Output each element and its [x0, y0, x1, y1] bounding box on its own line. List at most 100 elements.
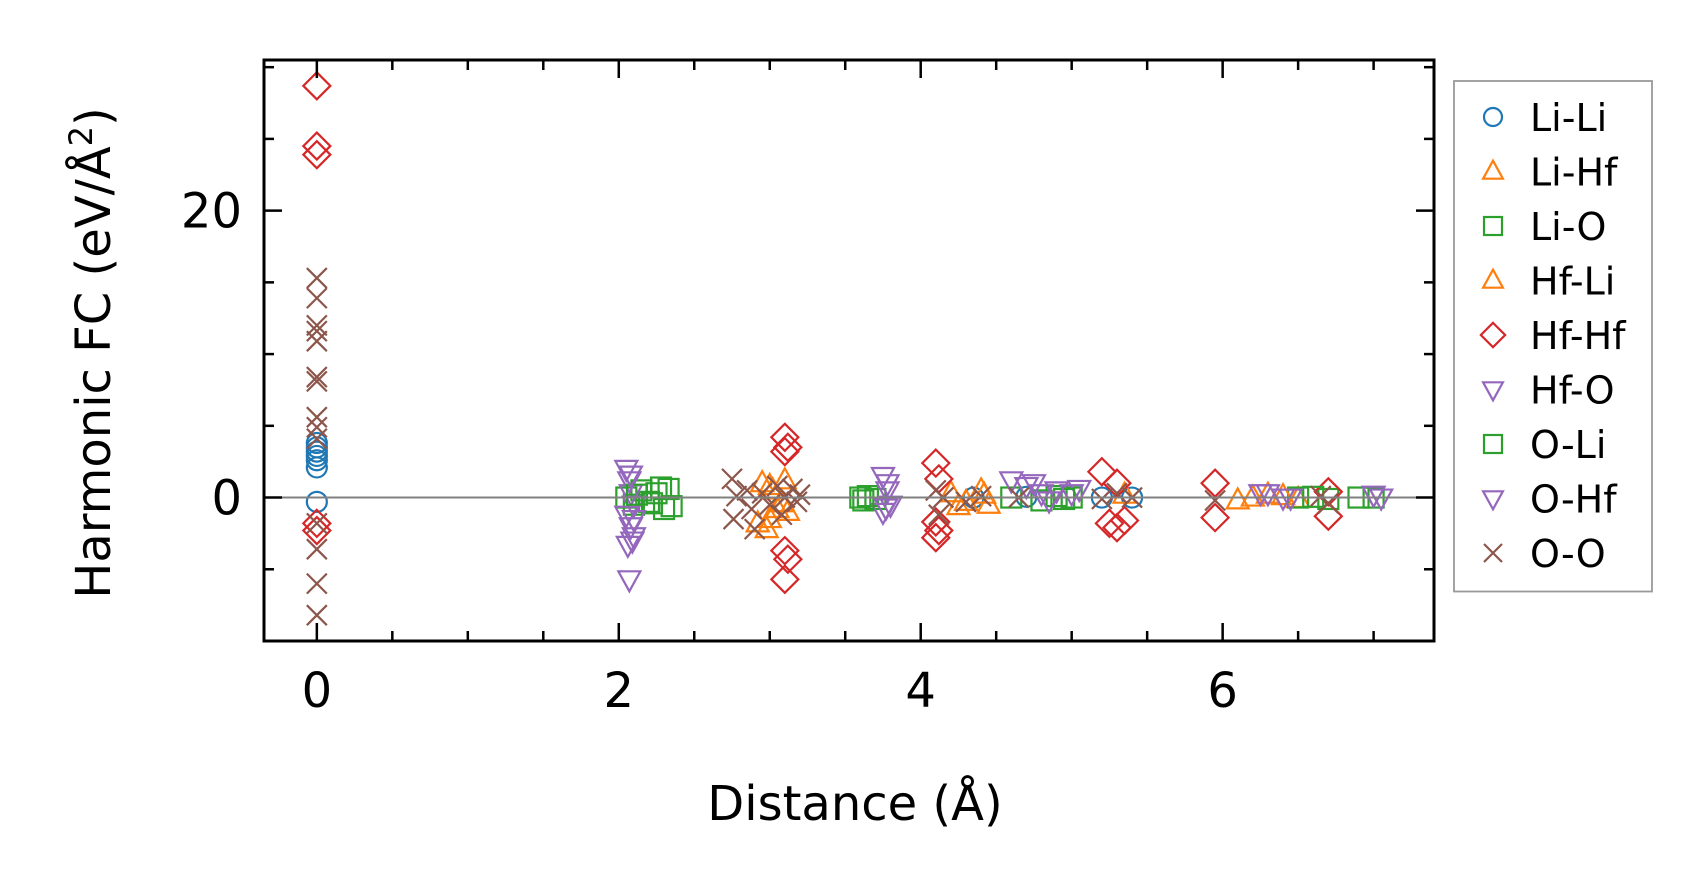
legend-label: Li-Hf: [1530, 151, 1619, 195]
legend-label: O-O: [1530, 532, 1606, 576]
data-point: [306, 427, 328, 450]
legend-item: O-Li: [1482, 423, 1606, 467]
y-tick-label: 20: [181, 184, 242, 240]
y-tick-label: 0: [211, 471, 242, 527]
data-point: [1036, 491, 1062, 515]
data-point: [1094, 508, 1125, 539]
data-point: [920, 448, 951, 479]
data-points-layer: [301, 70, 1395, 626]
data-point: [306, 287, 328, 309]
data-point: [874, 474, 901, 498]
data-point: [1277, 488, 1304, 512]
legend-item: Li-O: [1482, 205, 1606, 249]
data-point: [1101, 512, 1133, 543]
data-point: [625, 483, 648, 506]
data-point: [938, 478, 964, 503]
plot-frame: [262, 58, 1436, 643]
data-point: [1200, 468, 1231, 499]
legend-label: Li-Li: [1530, 96, 1607, 140]
legend-item: Li-Li: [1482, 96, 1607, 140]
data-point: [769, 422, 800, 453]
legend-label: Li-O: [1530, 205, 1606, 249]
y-axis-label-main: Harmonic FC (eV/Å: [65, 146, 122, 599]
data-point: [1239, 483, 1266, 507]
data-point: [306, 314, 328, 337]
data-point: [874, 481, 901, 505]
data-point: [1200, 502, 1231, 533]
data-point: [852, 489, 875, 512]
x-tick-label: 6: [1207, 663, 1238, 719]
legend-marker: [1482, 106, 1504, 128]
legend-marker: [1479, 321, 1507, 349]
data-point: [1368, 488, 1395, 512]
data-point: [955, 491, 977, 513]
data-point: [725, 485, 748, 507]
data-point: [306, 267, 328, 289]
data-point: [306, 330, 328, 352]
data-point: [970, 485, 992, 507]
data-point: [769, 436, 800, 467]
legend-marker: [1482, 433, 1504, 455]
data-point: [721, 468, 743, 490]
data-point: [1109, 505, 1140, 536]
data-point: [1086, 456, 1117, 487]
legend-box: [1453, 80, 1653, 593]
data-point: [305, 449, 328, 472]
data-point: [306, 366, 328, 388]
legend-item: Li-Hf: [1481, 151, 1619, 195]
data-point: [616, 570, 643, 594]
legend-marker: [1482, 215, 1504, 237]
legend-item: O-O: [1483, 532, 1606, 576]
x-tick-label: 2: [604, 663, 635, 719]
legend-marker: [1481, 490, 1505, 512]
data-point: [1317, 492, 1340, 515]
data-point: [616, 471, 643, 495]
legend-item: Hf-Hf: [1479, 314, 1627, 358]
series-o-o: [306, 267, 1340, 626]
legend-marker: [1481, 267, 1505, 289]
data-point: [301, 70, 332, 101]
data-point: [1058, 484, 1085, 508]
data-point: [301, 508, 332, 539]
data-point: [306, 572, 328, 595]
data-point: [306, 406, 328, 428]
data-point: [1030, 489, 1053, 512]
axes-layer: 0 2 4 6 0 20: [181, 58, 1436, 719]
data-point: [923, 515, 954, 546]
legend-label: Hf-Li: [1530, 260, 1615, 304]
legend-item: Hf-Li: [1481, 260, 1615, 304]
data-point: [301, 131, 332, 162]
data-point: [743, 518, 766, 540]
series-hf-hf: [301, 70, 1344, 595]
data-point: [789, 483, 811, 506]
data-point: [305, 456, 328, 479]
legend-marker: [1483, 543, 1503, 563]
data-point: [1028, 484, 1055, 508]
data-point: [772, 544, 803, 575]
series-o-hf: [617, 465, 1395, 555]
data-point: [301, 515, 332, 546]
data-point: [786, 491, 808, 513]
data-point: [920, 506, 951, 537]
x-tick-label: 0: [302, 663, 333, 719]
data-point: [301, 139, 332, 170]
data-point: [621, 509, 647, 534]
data-point: [740, 498, 763, 520]
legend-label: O-Hf: [1530, 478, 1618, 522]
data-point: [771, 503, 793, 526]
y-axis-label-superscript: 2: [62, 126, 100, 146]
data-point: [619, 531, 646, 555]
data-point: [769, 564, 800, 595]
data-point: [751, 482, 773, 505]
data-point: [637, 490, 661, 513]
y-axis-label: Harmonic FC (eV/Å2): [62, 107, 122, 599]
data-point: [1255, 484, 1281, 508]
data-point: [953, 487, 979, 511]
data-point: [1021, 474, 1047, 498]
data-point: [771, 466, 798, 490]
data-point: [305, 490, 328, 513]
data-point: [928, 503, 950, 526]
x-tick-label: 4: [905, 663, 936, 719]
legend-label: O-Li: [1530, 423, 1606, 467]
data-point: [1106, 482, 1128, 505]
